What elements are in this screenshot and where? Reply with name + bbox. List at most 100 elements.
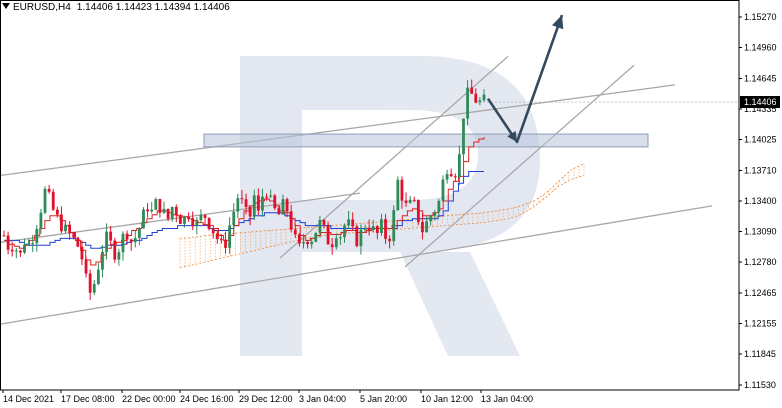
x-tick-label: 29 Dec 12:00	[239, 394, 293, 404]
candle-body	[199, 214, 203, 221]
candle-body	[334, 238, 338, 248]
y-tick-label: 1.11530	[744, 380, 776, 390]
y-tick-label: 1.12155	[744, 319, 777, 329]
x-tick-label: 5 Jan 20:00	[360, 394, 407, 404]
candle-body	[96, 269, 100, 284]
candle-body	[351, 219, 355, 227]
candle-body	[453, 176, 457, 178]
chevron-down-icon[interactable]	[2, 3, 10, 9]
y-tick-label: 1.14335	[744, 104, 777, 114]
forecast-arrow[interactable]	[486, 14, 564, 144]
chart-header: EURUSD,H4 1.14406 1.14423 1.14394 1.14406	[2, 2, 230, 13]
candle-body	[441, 179, 445, 201]
candle-body	[207, 217, 211, 229]
candle-body	[224, 239, 227, 248]
candle-body	[23, 244, 26, 253]
candle-body	[388, 238, 392, 242]
candle-body	[162, 208, 166, 213]
forecast-arrowhead	[552, 15, 564, 30]
candle-body	[60, 214, 63, 232]
candle-body	[408, 199, 412, 203]
current-price-box	[740, 96, 780, 109]
candle-body	[433, 212, 437, 216]
candle-body	[84, 259, 88, 274]
tenkan-polyline	[4, 137, 485, 266]
candle-body	[146, 209, 149, 212]
candle-body	[211, 228, 215, 234]
candle-body	[244, 199, 248, 208]
candle-body	[445, 174, 449, 180]
candle-body	[293, 229, 297, 235]
candle-body	[367, 227, 371, 231]
candle-body	[39, 212, 43, 229]
candle-body	[359, 229, 363, 247]
candle-body	[265, 196, 268, 198]
candle-body	[121, 233, 125, 253]
candle-body	[392, 210, 396, 242]
candle-body	[314, 232, 318, 242]
candle-body	[330, 244, 334, 248]
candle-body	[462, 118, 465, 155]
candle-body	[113, 240, 117, 260]
candle-body	[47, 188, 51, 192]
x-tick-label: 13 Jan 04:00	[481, 394, 533, 404]
x-tick-label: 14 Dec 2021	[3, 394, 54, 404]
candle-body	[355, 226, 359, 247]
candle-body	[380, 219, 383, 234]
candle-body	[228, 225, 232, 248]
candle-body	[88, 273, 92, 293]
candle-body	[174, 206, 178, 216]
candle-body	[68, 224, 72, 234]
candle-body	[306, 241, 309, 245]
candle-body	[125, 233, 129, 240]
rising-channel-upper	[279, 55, 509, 259]
candle-body	[203, 214, 207, 218]
y-tick-label: 1.14645	[744, 73, 777, 83]
candle-body	[318, 219, 322, 233]
candle-body	[187, 216, 191, 219]
candle-body	[240, 198, 244, 200]
candle-body	[105, 231, 108, 252]
candle-body	[396, 179, 400, 211]
candle-body	[142, 209, 145, 229]
x-tick-label: 10 Jan 12:00	[421, 394, 473, 404]
candle-body	[429, 215, 433, 222]
ohlc-open: 1.14406	[76, 2, 113, 13]
upper-channel-line	[0, 84, 676, 177]
candle-body	[470, 87, 474, 94]
x-tick-label: 3 Jan 04:00	[299, 394, 346, 404]
candle-body	[236, 198, 240, 212]
candle-body	[129, 239, 133, 243]
x-tick-label: 24 Dec 16:00	[180, 394, 234, 404]
candle-body	[343, 225, 346, 238]
candle-body	[310, 241, 314, 245]
candle-body	[195, 220, 199, 227]
candle-body	[400, 179, 404, 201]
candle-body	[215, 233, 219, 240]
candle-body	[51, 191, 55, 210]
candle-body	[457, 154, 461, 178]
y-tick-label: 1.13090	[744, 227, 777, 237]
candle-body	[256, 195, 260, 211]
candle-body	[92, 283, 96, 293]
candle-body	[421, 221, 424, 233]
candle-body	[412, 199, 416, 201]
candle-body	[154, 199, 158, 210]
candle-body	[191, 218, 195, 227]
candle-body	[289, 211, 293, 230]
y-tick-label: 1.14025	[744, 135, 777, 145]
candle-body	[35, 228, 39, 244]
plot-frame	[0, 0, 740, 391]
tenkan-line	[4, 137, 485, 266]
candle-body	[371, 226, 375, 231]
ohlc-high: 1.14423	[115, 2, 152, 13]
candle-body	[273, 195, 277, 209]
candle-body	[55, 209, 59, 215]
candle-body	[43, 188, 47, 213]
candle-body	[27, 243, 31, 245]
watermark-logo	[240, 56, 540, 356]
y-tick-label: 1.11845	[744, 349, 776, 359]
resistance-zone[interactable]	[203, 133, 649, 148]
current-price-label: 1.14406	[744, 97, 777, 107]
